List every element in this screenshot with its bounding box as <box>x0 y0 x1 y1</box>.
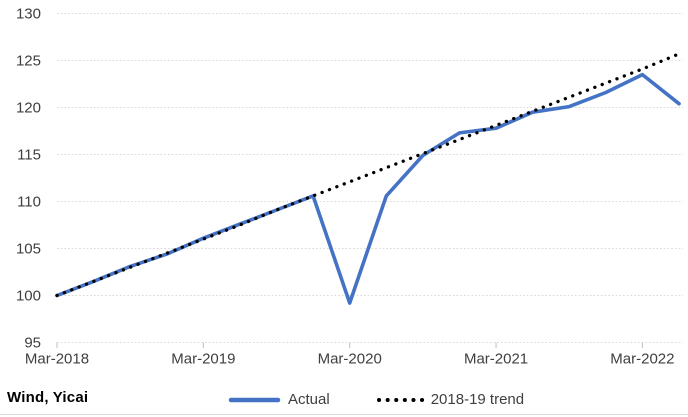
trend-series-line <box>55 52 681 298</box>
y-axis-labels: 95 100 105 110 115 120 125 130 <box>16 6 41 352</box>
svg-text:105: 105 <box>16 241 41 258</box>
legend: Actual 2018-19 trend <box>228 391 524 408</box>
svg-text:Mar-2019: Mar-2019 <box>171 351 235 368</box>
svg-text:100: 100 <box>16 288 41 305</box>
svg-text:120: 120 <box>16 100 41 117</box>
svg-text:Mar-2020: Mar-2020 <box>318 351 382 368</box>
svg-text:Mar-2022: Mar-2022 <box>610 351 674 368</box>
trend-dotted-swatch-icon <box>376 397 424 402</box>
gridlines <box>57 13 683 343</box>
svg-text:Mar-2018: Mar-2018 <box>25 351 89 368</box>
svg-text:130: 130 <box>16 6 41 23</box>
legend-item-trend: 2018-19 trend <box>376 391 524 408</box>
svg-text:115: 115 <box>17 147 41 164</box>
svg-text:110: 110 <box>17 194 41 211</box>
legend-label-trend: 2018-19 trend <box>430 391 525 408</box>
svg-text:125: 125 <box>16 53 41 70</box>
legend-item-actual: Actual <box>228 391 330 408</box>
x-axis-labels: Mar-2018 Mar-2019 Mar-2020 Mar-2021 Mar-2022 <box>25 351 675 368</box>
actual-line-swatch-icon <box>228 397 281 402</box>
svg-text:Mar-2021: Mar-2021 <box>464 351 528 368</box>
axis-tick-marks <box>56 342 643 348</box>
source-label: Wind, Yicai <box>7 389 89 406</box>
actual-series-line <box>55 72 681 305</box>
svg-text:95: 95 <box>24 335 41 352</box>
bottom-divider <box>0 414 688 415</box>
legend-label-actual: Actual <box>288 391 330 408</box>
chart-plot-area: 95 100 105 110 115 120 125 130 Mar-2018 Mar-2019… <box>16 6 683 368</box>
